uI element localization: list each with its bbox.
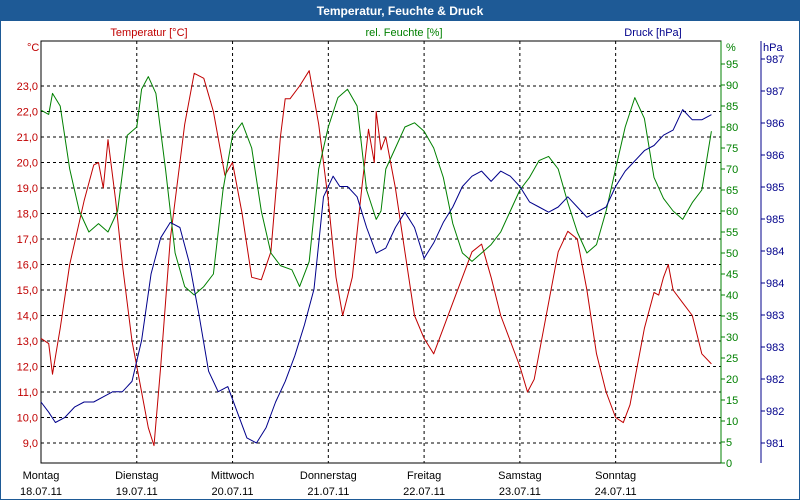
temp-tick-label: 15,0 bbox=[17, 285, 38, 297]
press-tick-label: 985 bbox=[766, 182, 784, 194]
press-unit-label: hPa bbox=[763, 42, 783, 54]
hum-tick-label: 65 bbox=[726, 185, 738, 197]
hum-tick-label: 55 bbox=[726, 227, 738, 239]
hum-tick-label: 40 bbox=[726, 290, 738, 302]
temp-tick-label: 18,0 bbox=[17, 209, 38, 221]
hum-tick-label: 25 bbox=[726, 353, 738, 365]
hum-tick-label: 80 bbox=[726, 122, 738, 134]
hum-tick-label: 95 bbox=[726, 59, 738, 71]
hum-tick-label: 90 bbox=[726, 80, 738, 92]
hum-tick-label: 35 bbox=[726, 311, 738, 323]
temp-tick-label: 11,0 bbox=[17, 387, 38, 399]
hum-tick-label: 20 bbox=[726, 374, 738, 386]
x-tick-date: 19.07.11 bbox=[116, 486, 158, 498]
temp-axis-ticks: 9,0 10,0 11,0 12,0 13,0 14,0 15,0 16,0 17,0 18,0 1… bbox=[17, 81, 38, 450]
x-tick-day: Samstag bbox=[498, 470, 541, 482]
temp-tick-label: 17,0 bbox=[17, 234, 38, 246]
temp-tick-label: 21,0 bbox=[17, 132, 38, 144]
temp-axis-label: Temperatur [°C] bbox=[110, 27, 187, 39]
temp-tick-label: 13,0 bbox=[17, 336, 38, 348]
x-tick-day: Dienstag bbox=[115, 470, 158, 482]
grid bbox=[40, 40, 722, 464]
hum-tick-label: 85 bbox=[726, 101, 738, 113]
press-tick-label: 987 bbox=[766, 54, 784, 66]
x-tick-date: 23.07.11 bbox=[499, 486, 541, 498]
x-tick-date: 22.07.11 bbox=[403, 486, 445, 498]
hum-tick-label: 5 bbox=[726, 437, 732, 449]
temp-tick-label: 9,0 bbox=[23, 438, 38, 450]
hum-tick-label: 15 bbox=[726, 395, 738, 407]
press-tick-label: 981 bbox=[766, 438, 784, 450]
hum-tick-label: 50 bbox=[726, 248, 738, 260]
temp-tick-label: 10,0 bbox=[17, 413, 38, 425]
hum-axis-label: rel. Feuchte [%] bbox=[365, 27, 442, 39]
x-tick-date: 21.07.11 bbox=[307, 486, 349, 498]
series-line-temp bbox=[40, 70, 712, 447]
x-tick-day: Mittwoch bbox=[211, 470, 254, 482]
hum-unit-label: % bbox=[726, 42, 736, 54]
hum-tick-label: 60 bbox=[726, 206, 738, 218]
series-line-press bbox=[40, 109, 712, 444]
x-tick-day: Sonntag bbox=[595, 470, 636, 482]
window-title: Temperatur, Feuchte & Druck bbox=[1, 1, 799, 21]
press-tick-label: 984 bbox=[766, 246, 784, 258]
temp-tick-label: 20,0 bbox=[17, 158, 38, 170]
x-tick-date: 20.07.11 bbox=[212, 486, 254, 498]
press-tick-label: 983 bbox=[766, 310, 784, 322]
press-tick-label: 986 bbox=[766, 118, 784, 130]
temp-tick-label: 19,0 bbox=[17, 183, 38, 195]
hum-tick-label: 10 bbox=[726, 416, 738, 428]
x-axis-ticks: Montag 18.07.11 Dienstag 19.07.11 Mittwoch 20… bbox=[20, 470, 637, 498]
hum-tick-label: 70 bbox=[726, 164, 738, 176]
press-tick-label: 984 bbox=[766, 278, 784, 290]
temp-tick-label: 12,0 bbox=[17, 362, 38, 374]
x-tick-day: Montag bbox=[23, 470, 60, 482]
press-tick-label: 987 bbox=[766, 86, 784, 98]
press-tick-label: 982 bbox=[766, 406, 784, 418]
press-tick-label: 982 bbox=[766, 374, 784, 386]
x-tick-date: 18.07.11 bbox=[20, 486, 62, 498]
x-tick-date: 24.07.11 bbox=[595, 486, 637, 498]
temp-tick-label: 16,0 bbox=[17, 260, 38, 272]
temp-tick-label: 14,0 bbox=[17, 311, 38, 323]
series-line-hum bbox=[40, 76, 712, 296]
hum-tick-label: 0 bbox=[726, 458, 732, 470]
temp-tick-label: 22,0 bbox=[17, 107, 38, 119]
x-tick-day: Donnerstag bbox=[300, 470, 357, 482]
press-axis-label: Druck [hPa] bbox=[624, 27, 681, 39]
temp-unit-label: °C bbox=[27, 42, 39, 54]
hum-tick-label: 75 bbox=[726, 143, 738, 155]
series-lines bbox=[40, 70, 712, 447]
press-axis-ticks: 981 982 982 983 983 984 984 985 985 986 986 987 987 bbox=[760, 41, 784, 463]
x-tick-day: Freitag bbox=[407, 470, 441, 482]
hum-tick-label: 45 bbox=[726, 269, 738, 281]
press-tick-label: 986 bbox=[766, 150, 784, 162]
press-tick-label: 985 bbox=[766, 214, 784, 226]
hum-tick-label: 30 bbox=[726, 332, 738, 344]
temp-tick-label: 23,0 bbox=[17, 81, 38, 93]
press-tick-label: 983 bbox=[766, 342, 784, 354]
hum-axis-ticks: 0 5 10 15 20 25 30 35 40 45 50 55 60 65 70 75 80 85 90 95 bbox=[720, 41, 738, 470]
